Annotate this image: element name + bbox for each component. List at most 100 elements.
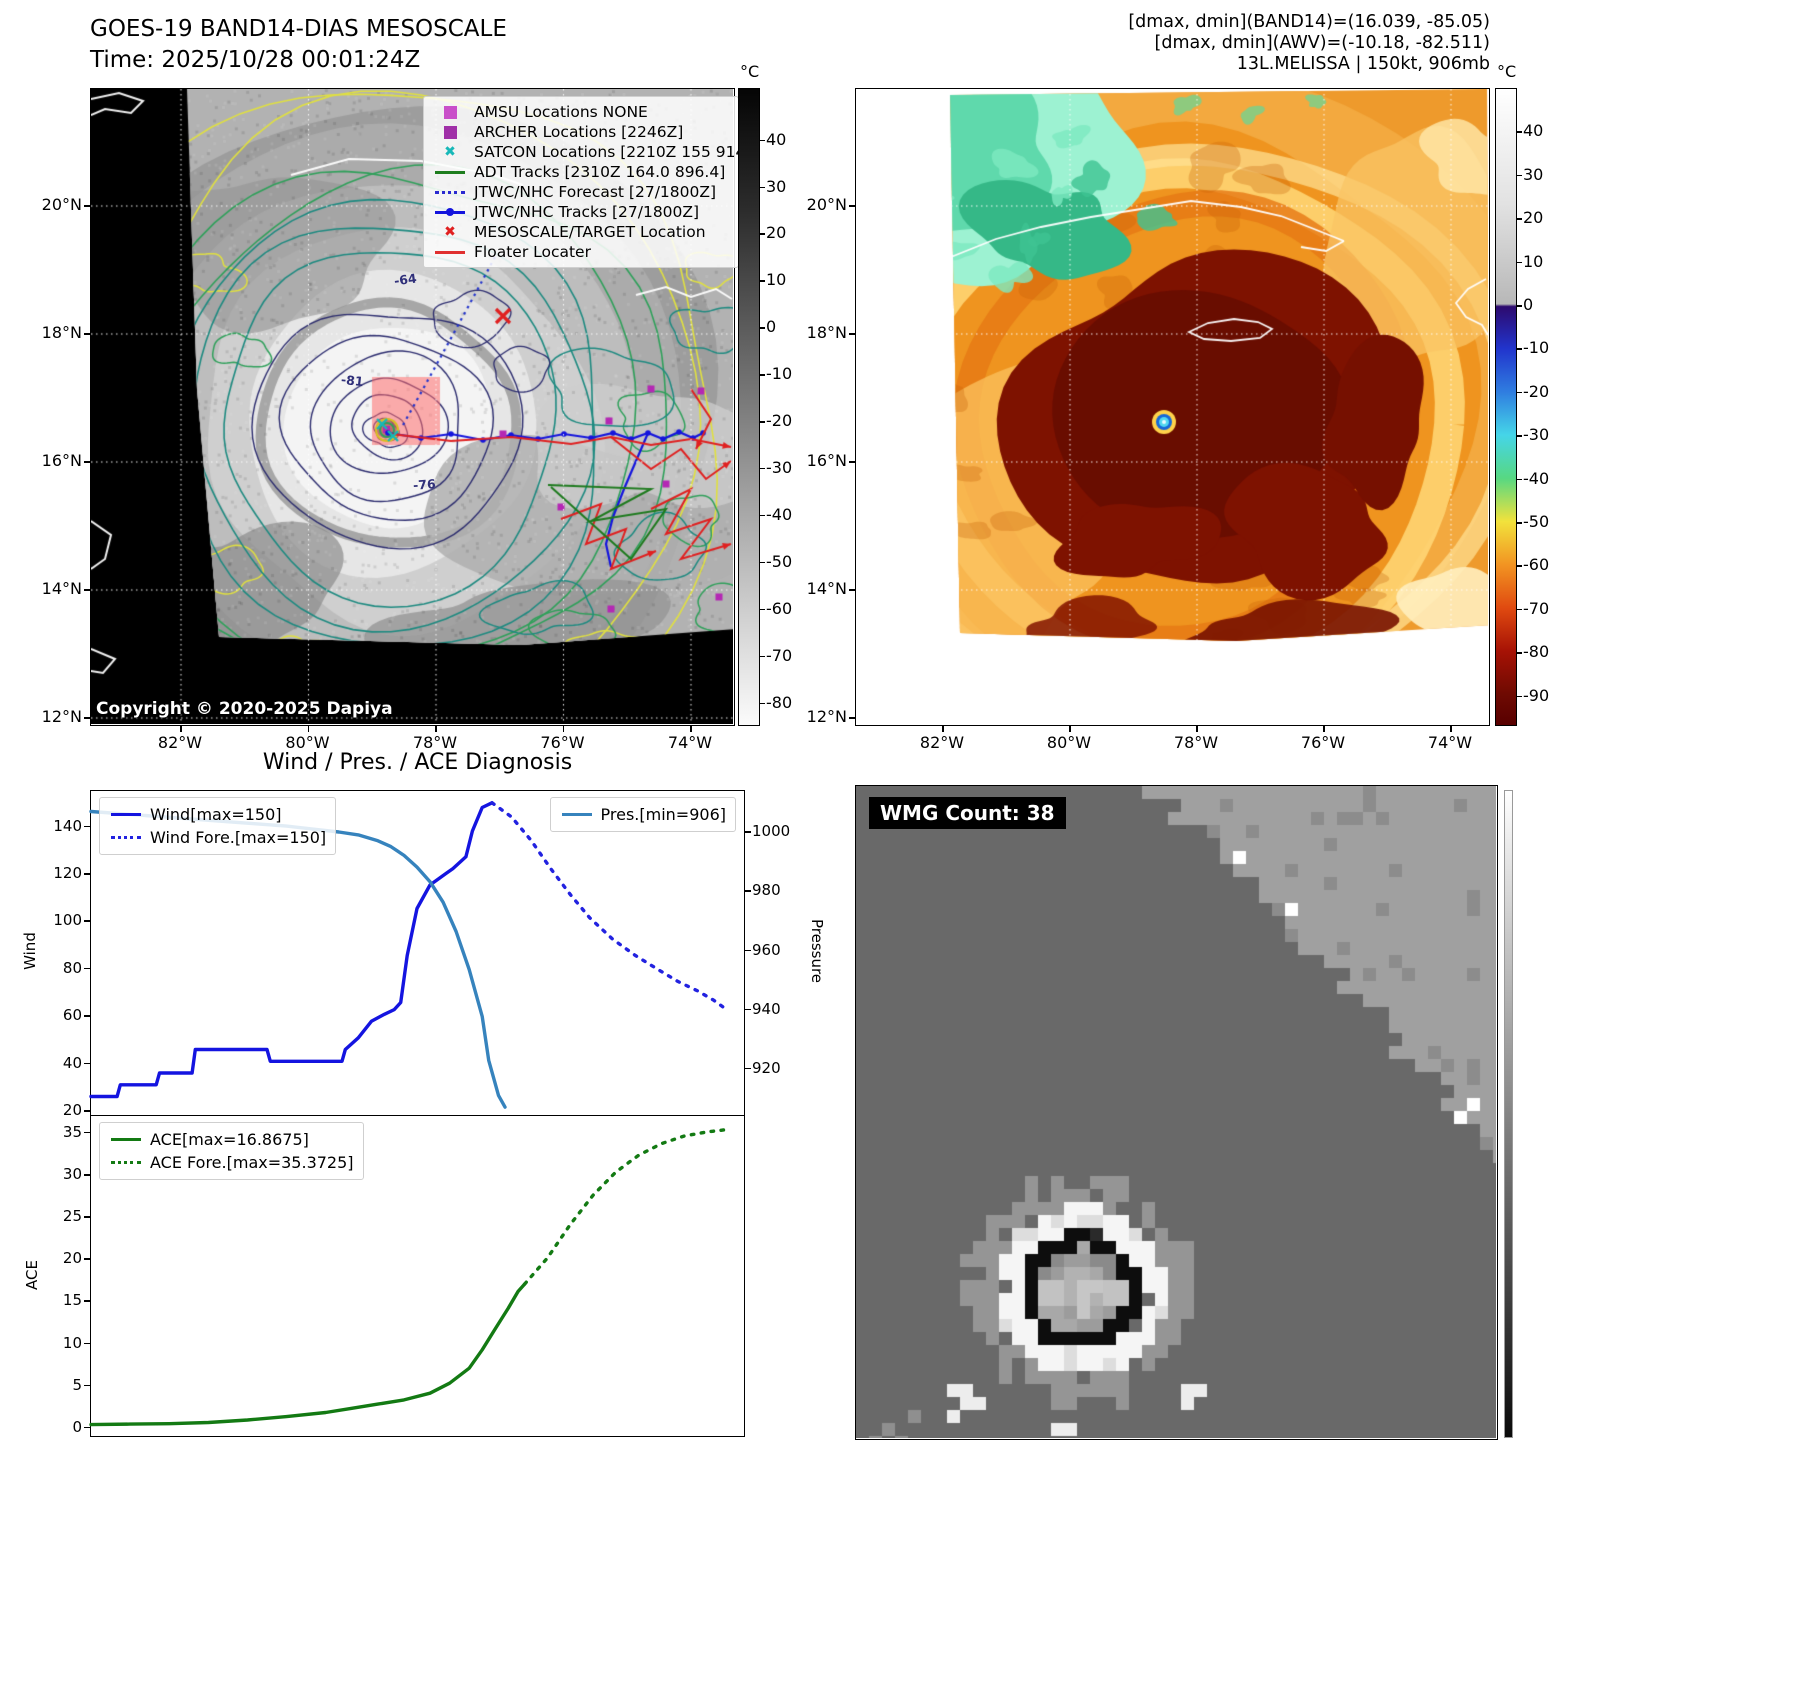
band14-lat-tick: 12°N: [41, 707, 82, 726]
tick-mark: [745, 831, 751, 833]
tick-mark: [760, 280, 765, 282]
tick-mark: [1069, 726, 1071, 732]
legend-item-label: Floater Locater: [474, 243, 591, 261]
tick-mark: [745, 1008, 751, 1011]
legend-item: ADT Tracks [2310Z 164.0 896.4]: [433, 162, 729, 182]
tick-mark: [84, 1131, 90, 1134]
dotted-line-marker-icon: [433, 190, 467, 194]
awv-colorbar-tick: -60: [1523, 555, 1550, 575]
tick-mark: [1517, 218, 1522, 220]
band14-lat-tick: 14°N: [41, 579, 82, 598]
square-marker-icon: [433, 125, 467, 139]
legend-item-label: ARCHER Locations [2246Z]: [474, 123, 684, 141]
tick-mark: [84, 1174, 90, 1176]
legend-item-label: Wind[max=150]: [150, 805, 282, 824]
ace-chart-frame: ACE[max=16.8675] ACE Fore.[max=35.3725]: [89, 1115, 745, 1437]
tick-mark: [760, 186, 765, 188]
tick-mark: [84, 1110, 90, 1112]
tick-mark: [180, 726, 182, 732]
tick-mark: [1517, 522, 1522, 524]
band14-colorbar: [738, 88, 760, 726]
wmg-colorbar: [1504, 790, 1513, 1438]
band14-lon-tick: 76°W: [540, 733, 585, 752]
tick-mark: [760, 702, 765, 705]
awv-colorbar-tick: 0: [1523, 295, 1534, 314]
tick-mark: [1517, 695, 1522, 698]
band14-colorbar-tick: -10: [766, 364, 793, 384]
tick-mark: [84, 967, 90, 970]
tick-mark: [690, 726, 692, 732]
diagnosis-title: Wind / Pres. / ACE Diagnosis: [262, 750, 573, 775]
awv-lat-tick: 14°N: [806, 579, 847, 598]
band14-colorbar-tick: -20: [766, 411, 793, 431]
line-marker-icon: [109, 1138, 143, 1141]
tick-mark: [849, 205, 855, 207]
tick-mark: [84, 825, 90, 828]
wind-tick: 100: [53, 911, 82, 930]
tick-mark: [84, 1300, 90, 1302]
tick-mark: [849, 333, 855, 335]
pressure-tick: 960: [752, 940, 781, 959]
x-marker-icon: ✖: [444, 144, 456, 160]
ace-tick: 20: [62, 1249, 82, 1268]
tick-mark: [307, 726, 309, 732]
awv-colorbar-unit: °C: [1497, 62, 1517, 81]
wind-axis-label: Wind: [21, 932, 39, 970]
tick-mark: [84, 1062, 90, 1065]
tick-mark: [760, 233, 765, 235]
x-marker-icon: ✖: [444, 224, 456, 240]
legend-item: JTWC/NHC Tracks [27/1800Z]: [433, 202, 729, 222]
legend-item: Floater Locater: [433, 242, 729, 262]
tick-mark: [1517, 652, 1522, 654]
tick-mark: [84, 1258, 90, 1260]
ace-tick: 0: [72, 1417, 82, 1436]
tick-mark: [84, 1216, 90, 1218]
band14-lon-tick: 80°W: [285, 733, 330, 752]
band14-time: Time: 2025/10/28 00:01:24Z: [90, 47, 421, 73]
awv-header-line2: [dmax, dmin](AWV)=(-10.18, -82.511): [1154, 33, 1490, 53]
band14-lat-tick: 16°N: [41, 451, 82, 470]
awv-colorbar-tick: 40: [1523, 121, 1544, 141]
legend-item: ✖ MESOSCALE/TARGET Location: [433, 222, 729, 242]
awv-colorbar-tick: -90: [1523, 685, 1550, 705]
ace-tick: 35: [62, 1122, 82, 1141]
band14-legend: AMSU Locations NONE ARCHER Locations [224…: [423, 96, 751, 268]
awv-colorbar-tick: -20: [1523, 381, 1550, 401]
ace-tick: 10: [62, 1333, 82, 1352]
tick-mark: [760, 139, 765, 142]
wind-tick: 80: [62, 958, 82, 977]
awv-colorbar-tick: -40: [1523, 468, 1550, 488]
legend-item: AMSU Locations NONE: [433, 102, 729, 122]
band14-lon-tick: 82°W: [157, 733, 203, 752]
band14-colorbar-unit: °C: [740, 62, 760, 81]
awv-header-line1: [dmax, dmin](BAND14)=(16.039, -85.05): [1128, 12, 1490, 32]
legend-item: ACE Fore.[max=35.3725]: [109, 1151, 354, 1174]
tick-mark: [1323, 726, 1325, 732]
awv-colorbar-tick: -70: [1523, 598, 1550, 618]
tick-mark: [1196, 726, 1198, 732]
awv-map-frame: [855, 88, 1490, 726]
band14-colorbar-tick: 10: [766, 270, 787, 290]
legend-item-label: Wind Fore.[max=150]: [150, 828, 327, 847]
band14-colorbar-tick: -80: [766, 692, 793, 712]
awv-colorbar-tick: -30: [1523, 425, 1550, 445]
contour-label: -81: [340, 371, 365, 390]
band14-colorbar-tick: -30: [766, 457, 793, 477]
tick-mark: [760, 467, 765, 470]
awv-header-line3: 13L.MELISSA | 150kt, 906mb: [1236, 54, 1490, 74]
line-marker-icon: [109, 813, 143, 816]
awv-lon-tick: 74°W: [1427, 733, 1473, 752]
tick-mark: [1517, 261, 1522, 264]
tick-mark: [1517, 174, 1522, 177]
wmg-count-label: WMG Count: 38: [869, 797, 1066, 829]
tick-mark: [760, 327, 765, 329]
tick-mark: [849, 461, 855, 463]
band14-colorbar-tick: 30: [766, 176, 787, 196]
line-marker-icon: [560, 813, 594, 816]
legend-item-label: ACE[max=16.8675]: [150, 1130, 309, 1149]
wind-tick: 40: [62, 1053, 82, 1072]
tick-mark: [84, 589, 90, 591]
band14-title-block: GOES-19 BAND14-DIAS MESOSCALE Time: 2025…: [90, 14, 507, 76]
copyright-text: Copyright © 2020-2025 Dapiya: [96, 699, 393, 719]
